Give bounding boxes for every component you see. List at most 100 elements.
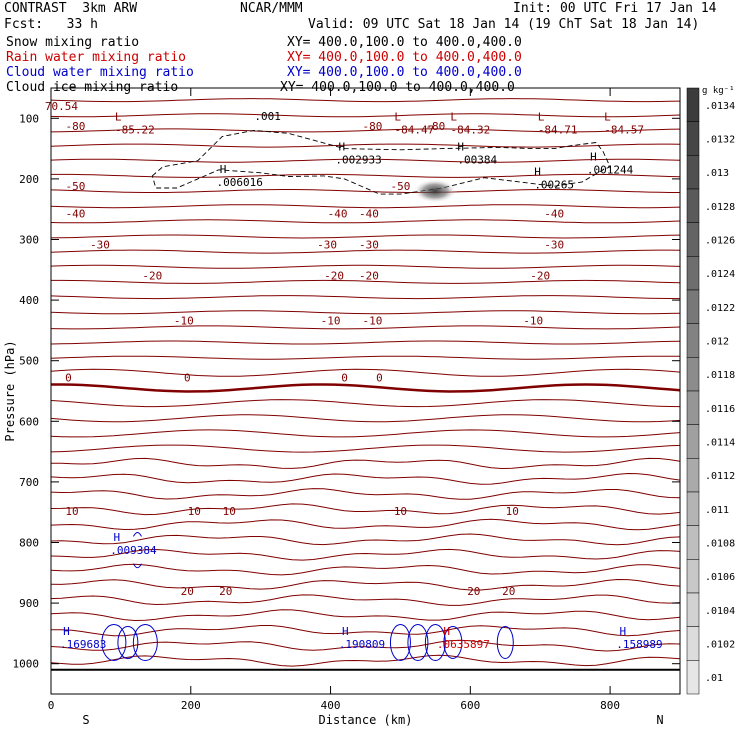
colorbar-segment	[686, 424, 700, 459]
colorbar-segment	[686, 458, 700, 493]
isotherm-label: 0	[376, 372, 383, 385]
extremum-value: -84.32	[450, 123, 490, 136]
forecast-hour: Fcst: 33 h	[4, 17, 98, 32]
isotherm-line	[50, 340, 681, 345]
plot-title: CONTRAST 3km ARW	[4, 1, 138, 16]
isotherm-line	[50, 368, 681, 377]
extremum-kind: H	[339, 141, 346, 154]
cloud-water-contour	[133, 563, 142, 569]
colorbar-tick-label: .0106	[705, 572, 735, 583]
y-tick-label: 300	[19, 234, 39, 247]
isotherm-line	[50, 143, 681, 148]
colorbar-tick-label: .0122	[705, 303, 735, 314]
institution-label: NCAR/MMM	[240, 1, 303, 16]
snow-mixing-ratio-maximum	[413, 179, 457, 203]
colorbar-segment	[686, 289, 700, 324]
isotherm-line	[50, 654, 681, 667]
colorbar-unit: g kg⁻¹	[702, 86, 735, 96]
extremum-kind: H	[220, 163, 227, 176]
isotherm-line	[50, 355, 681, 360]
extremum-kind: H	[619, 625, 626, 638]
isotherm-label: -30	[359, 238, 379, 251]
cloud-water-contour	[443, 625, 463, 659]
isotherm-line	[50, 158, 681, 163]
isotherm-label: -10	[321, 315, 341, 328]
isotherm-line	[50, 472, 681, 485]
colorbar-segment	[686, 592, 700, 627]
isotherm-label: -30	[317, 238, 337, 251]
isotherm-line	[50, 548, 681, 561]
extrema-labels: L-85.22L-84.47L-84.32L-84.71L-84.57H.002…	[60, 110, 663, 650]
extremum-kind: H	[63, 625, 70, 638]
isotherm-line	[50, 204, 681, 209]
init-time: Init: 00 UTC Fri 17 Jan 14	[513, 1, 717, 16]
isotherm-line	[50, 98, 681, 103]
extremum-value: .169683	[60, 638, 106, 651]
valid-time: Valid: 09 UTC Sat 18 Jan 14 (19 ChT Sat …	[308, 17, 700, 32]
temperature-contours	[50, 98, 681, 667]
extremum-kind: H	[342, 625, 349, 638]
extremum-value: .00265	[534, 179, 574, 192]
extremum-value: -85.22	[115, 123, 155, 136]
colorbar-tick-label: .0128	[705, 202, 735, 213]
colorbar-segment	[686, 626, 700, 661]
extremum-value: .158989	[616, 638, 662, 651]
x-tick-label: 200	[181, 699, 201, 712]
colorbar-segment	[686, 121, 700, 156]
colorbar-segment	[686, 323, 700, 358]
extremum-value: -84.47	[395, 123, 435, 136]
extremum-kind: H	[443, 625, 450, 638]
y-tick-label: 200	[19, 173, 39, 186]
isotherm-line	[50, 444, 681, 453]
endpoint-north: N	[656, 713, 663, 727]
isotherm-line	[50, 533, 681, 546]
extremum-value: .001244	[587, 163, 634, 176]
cloud-ice-contour: .001	[151, 110, 611, 195]
colorbar-segment	[686, 660, 700, 695]
cloud-water-contour	[389, 623, 411, 661]
extremum-value: .0635897	[437, 638, 490, 651]
isotherm-line	[50, 219, 681, 224]
y-tick-label: 700	[19, 476, 39, 489]
isotherm-label: -50	[66, 180, 86, 193]
colorbar-tick-label: .0116	[705, 404, 735, 415]
y-tick-label: 400	[19, 294, 39, 307]
isotherm-label: 0	[341, 372, 348, 385]
cloud-water-contour	[424, 623, 446, 661]
isotherm-label: 10	[188, 505, 201, 518]
cloud-water-contour	[407, 623, 429, 661]
colorbar: .0134 .0132 .013 .0128 .0126 .0124 .0122 .012 .0…	[686, 86, 735, 695]
colorbar-segment	[686, 155, 700, 190]
isotherm-label: 10	[394, 505, 407, 518]
colorbar-segment	[686, 491, 700, 526]
isotherm-line	[51, 383, 681, 393]
colorbar-segment	[686, 390, 700, 425]
isotherm-line	[50, 189, 680, 193]
isotherm-label: -10	[363, 315, 383, 328]
isotherm-label: -40	[328, 207, 348, 220]
extremum-kind: L	[604, 110, 611, 123]
field-cloudwater-xy: XY= 400.0,100.0 to 400.0,400.0	[287, 65, 522, 80]
isotherm-label: 70.54	[45, 100, 78, 113]
colorbar-tick-label: .0118	[705, 370, 735, 381]
isotherm-line	[50, 563, 681, 576]
x-tick-label: 800	[600, 699, 620, 712]
cloud-water-contour	[101, 623, 127, 661]
colorbar-segment	[686, 525, 700, 560]
field-rain-label: Rain water mixing ratio	[6, 50, 187, 65]
isotherm-line	[50, 264, 681, 269]
isotherm-line	[50, 594, 681, 606]
isotherm-line	[51, 279, 681, 284]
field-rain-xy: XY= 400.0,100.0 to 400.0,400.0	[287, 50, 522, 65]
cloud-water-contour	[133, 531, 142, 537]
extremum-kind: H	[457, 141, 464, 154]
isotherm-line	[50, 310, 681, 315]
colorbar-tick-label: .013	[705, 168, 729, 179]
cloud-water-contours	[101, 531, 514, 661]
isotherm-line	[50, 609, 681, 622]
isotherm-line	[50, 234, 681, 239]
extremum-kind: L	[115, 110, 122, 123]
isotherm-label: 20	[181, 585, 194, 598]
isotherm-line	[50, 399, 681, 408]
